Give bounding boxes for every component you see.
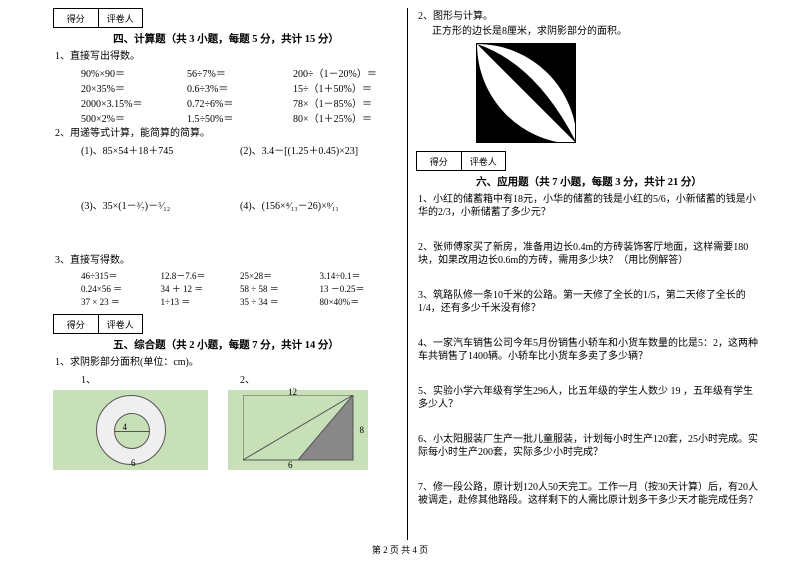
fig2-bottom: 6 [288,460,293,470]
cell: 0.72÷6%＝ [187,95,293,110]
cell: 13 －0.25＝ [320,282,400,295]
left-column: 得分 评卷人 四、计算题（共 3 小题，每题 5 分，共计 15 分） 1、直接… [45,8,407,540]
cell: 80×（1＋25%）＝ [293,110,399,125]
score-box-sec6: 得分 评卷人 [416,151,506,171]
top-q2: 2、图形与计算。 [418,10,762,23]
cell: 0.24×56 ＝ [81,282,161,295]
fig1-label: 1、 [81,371,240,386]
expr: (3)、35×(1－³⁄₇)－⁵⁄₁₂ [81,197,240,212]
cell: 34 ＋ 12 ＝ [161,282,241,295]
figure-3-square [476,43,576,143]
cell: 1÷13 ＝ [161,295,241,308]
triangle-svg [243,395,358,465]
spacer [53,157,399,197]
spacer [53,212,399,252]
page-footer: 第 2 页 共 4 页 [0,540,800,556]
sec4-q3-grid: 46÷315＝12.8－7.6＝25×28＝3.14÷0.1＝ 0.24×56 … [53,269,399,308]
figure-1-ring: 4 6 [53,390,208,470]
cell: 80×40%＝ [320,295,400,308]
square-curve-svg [477,44,576,143]
cell: 46÷315＝ [81,269,161,282]
fig1-inner-label: 4 [123,422,128,432]
cell: 58 ÷ 58 ＝ [240,282,320,295]
score-label: 得分 [54,9,99,27]
sec6-q3: 3、筑路队修一条10千米的公路。第一天修了全长的1/5，第二天修了全长的1/4，… [418,289,762,315]
grader-label: 评卷人 [99,315,143,333]
section6-title: 六、应用题（共 7 小题，每题 3 分，共计 21 分） [416,174,762,189]
sec6-q1: 1、小红的储蓄箱中有18元，小华的储蓄的钱是小红的5/6，小新储蓄的钱是小华的2… [418,193,762,219]
cell: 15÷（1＋50%）＝ [293,80,399,95]
expr: (4)、(156×⁴⁄₁₃－26)×⁸⁄₁₁ [240,197,399,212]
figure-2-triangle: 12 8 6 [228,390,368,470]
sec6-q4: 4、一家汽车销售公司今年5月份销售小轿车和小货车数量的比是5：2，这两种车共销售… [418,337,762,363]
cell: 1.5÷50%＝ [187,110,293,125]
sec6-q2: 2、张师傅家买了新房，准备用边长0.4m的方砖装饰客厅地面，这样需要180块，如… [418,241,762,267]
fig2-label: 2、 [240,371,399,386]
expr: (2)、3.4－[(1.25＋0.45)×23] [240,142,399,157]
cell: 25×28＝ [240,269,320,282]
section5-title: 五、综合题（共 2 小题，每题 7 分，共计 14 分） [53,337,399,352]
fig2-right: 8 [360,425,365,435]
fig1-outer-label: 6 [131,458,136,468]
sec4-q3: 3、直接写得数。 [55,254,399,267]
figure-row: 4 6 12 8 6 [53,390,399,470]
cell: 2000×3.15%＝ [81,95,187,110]
sec4-q1: 1、直接写出得数。 [55,50,399,63]
score-label: 得分 [417,152,462,170]
sec4-q1-grid: 90%×90＝56÷7%＝200÷（1－20%）＝ 20×35%＝0.6÷3%＝… [53,65,399,125]
cell: 3.14÷0.1＝ [320,269,400,282]
score-box-sec4: 得分 评卷人 [53,8,143,28]
score-box-sec5: 得分 评卷人 [53,314,143,334]
grader-label: 评卷人 [462,152,506,170]
sec6-q6: 6、小太阳服装厂生产一批儿童服装，计划每小时生产120套，25小时完成。实际每小… [418,433,762,459]
sec4-q2: 2、用递等式计算，能简算的简算。 [55,127,399,140]
cell: 12.8－7.6＝ [161,269,241,282]
top-q2-sub: 正方形的边长是8厘米，求阴影部分的面积。 [418,25,762,38]
cell: 500×2%＝ [81,110,187,125]
fig2-top: 12 [288,387,297,397]
cell: 35 ÷ 34 ＝ [240,295,320,308]
sec4-q2-row2: (3)、35×(1－³⁄₇)－⁵⁄₁₂ (4)、(156×⁴⁄₁₃－26)×⁸⁄… [53,197,399,212]
expr: (1)、85×54＋18＋745 [81,142,240,157]
section4-title: 四、计算题（共 3 小题，每题 5 分，共计 15 分） [53,31,399,46]
cell: 200÷（1－20%）＝ [293,65,399,80]
fig-labels: 1、 2、 [53,371,399,386]
sec4-q2-row1: (1)、85×54＋18＋745 (2)、3.4－[(1.25＋0.45)×23… [53,142,399,157]
sec6-q5: 5、实验小学六年级有学生296人，比五年级的学生人数少 19 ，五年级有学生多少… [418,385,762,411]
cell: 0.6÷3%＝ [187,80,293,95]
cell: 78×（1－85%）＝ [293,95,399,110]
grader-label: 评卷人 [99,9,143,27]
cell: 37 × 23 ＝ [81,295,161,308]
right-column: 2、图形与计算。 正方形的边长是8厘米，求阴影部分的面积。 得分 评卷人 六、应… [408,8,770,540]
sec5-q1: 1、求阴影部分面积(单位：cm)。 [55,356,399,369]
page-container: 得分 评卷人 四、计算题（共 3 小题，每题 5 分，共计 15 分） 1、直接… [0,0,800,540]
score-label: 得分 [54,315,99,333]
cell: 20×35%＝ [81,80,187,95]
sec6-q7: 7、修一段公路，原计划120人50天完工。工作一月（按30天计算）后，有20人被… [418,481,762,507]
cell: 90%×90＝ [81,65,187,80]
cell: 56÷7%＝ [187,65,293,80]
